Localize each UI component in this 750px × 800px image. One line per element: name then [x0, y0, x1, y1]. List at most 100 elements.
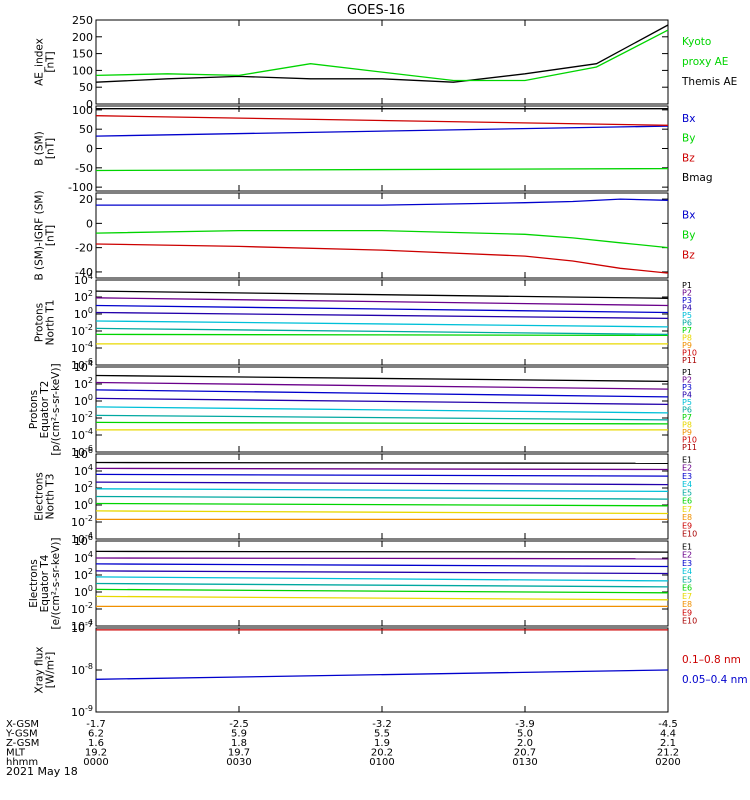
series-line [95, 550, 669, 553]
y-tick-label: 104 [74, 359, 93, 374]
y-tick-label: 20 [79, 193, 93, 206]
panel-2: -100 -50 0 50 100 B (SM) [nT] Bx By Bz Bmag [34, 104, 713, 194]
panel-3: -40 -20 0 20 B (SM)-IGRF (SM) [nT] Bx By Bz [34, 190, 696, 280]
y-tick-label: 50 [79, 123, 93, 136]
legend-item: P2 [682, 375, 692, 384]
series-line [95, 502, 669, 507]
y-tick-label: 10-4 [71, 340, 93, 355]
series-line [95, 495, 669, 500]
y-tick-label: 102 [74, 567, 93, 582]
series-line [95, 125, 669, 137]
y-tick-label: -20 [75, 242, 93, 255]
y-axis-label: [W/m²] [45, 652, 57, 689]
y-tick-label: 100 [72, 64, 93, 77]
series-line [95, 570, 669, 575]
y-tick-label: 106 [74, 446, 93, 461]
y-tick-label: 100 [74, 497, 93, 512]
y-axis-label: [nT] [45, 51, 57, 72]
legend-item: P10 [682, 436, 697, 445]
legend-item: P7 [682, 413, 692, 422]
legend-item: Bx [682, 113, 695, 125]
legend-item: P2 [682, 288, 692, 297]
legend-item: Bz [682, 250, 695, 262]
series-line [95, 29, 669, 82]
y-tick-label: 102 [74, 376, 93, 391]
ephemeris-value: 0030 [226, 757, 251, 768]
legend-item: E2 [682, 551, 692, 560]
ephemeris-value: 19.2 [85, 748, 107, 759]
legend-item: Bz [682, 152, 695, 164]
y-tick-label: 10-2 [71, 323, 93, 338]
legend-item: E6 [682, 497, 692, 506]
series-line [95, 563, 669, 568]
legend-item: Bmag [682, 172, 713, 184]
y-tick-label: 10-4 [71, 427, 93, 442]
y-tick-label: 50 [79, 81, 93, 94]
legend-item: 0.05–0.4 nm [682, 674, 748, 686]
y-tick-label: 102 [74, 480, 93, 495]
series-line [95, 327, 669, 336]
legend-item: P7 [682, 326, 692, 335]
legend-item: P1 [682, 368, 692, 377]
legend-item: P11 [682, 356, 697, 365]
panel-frame [95, 19, 669, 105]
y-axis-label: B (SM)-IGRF (SM) [34, 190, 46, 280]
ephemeris-value: 21.2 [657, 748, 679, 759]
series-line [95, 115, 669, 126]
y-tick-label: 100 [74, 393, 93, 408]
ephemeris-value: 0000 [83, 757, 108, 768]
series-line [95, 389, 669, 398]
y-tick-label: 100 [74, 306, 93, 321]
y-tick-label: 102 [74, 289, 93, 304]
y-axis-label: Xray flux [34, 647, 46, 694]
y-axis-label: B (SM) [34, 131, 46, 165]
legend-item: E5 [682, 575, 692, 584]
legend-item: By [682, 133, 695, 145]
legend-item: E7 [682, 592, 692, 601]
series-line [95, 304, 669, 314]
panel-1: 0 50 100 150 200 250 AE_index [nT] Kyoto proxy AE… [34, 14, 738, 111]
y-axis-label: Equator T2 [39, 381, 51, 439]
y-tick-label: 10-9 [71, 704, 93, 719]
legend-item: E10 [682, 617, 697, 626]
legend-item: P3 [682, 296, 692, 305]
ephemeris-value: 20.7 [514, 748, 536, 759]
panel-8: 10-7 10-8 10-9 Xray flux [W/m²] 0.1–0.8 nm 0.0… [34, 620, 748, 719]
ephemeris-value: 19.7 [228, 748, 250, 759]
legend-item: E4 [682, 480, 692, 489]
legend-item: E8 [682, 513, 692, 522]
ephemeris-value: -3.9 [515, 719, 535, 730]
y-tick-label: 0 [86, 98, 93, 111]
series-line [95, 481, 669, 486]
legend-item: Bx [682, 210, 695, 222]
y-axis-label: Electrons [28, 559, 40, 608]
y-tick-label: 10-2 [71, 410, 93, 425]
y-axis-label: [nT] [45, 138, 57, 159]
series-line [95, 397, 669, 406]
plot-title: GOES-16 [347, 3, 405, 18]
series-line [95, 229, 669, 249]
legend-item: P10 [682, 349, 697, 358]
legend-item: P4 [682, 303, 692, 312]
y-tick-label: 104 [74, 550, 93, 565]
series-line [95, 510, 669, 515]
y-tick-label: 100 [74, 584, 93, 599]
legend-item: P8 [682, 421, 692, 430]
y-tick-label: -100 [68, 181, 93, 194]
legend-item: E4 [682, 567, 692, 576]
series-line [95, 333, 669, 337]
ephemeris-value: 2.1 [660, 738, 676, 749]
ephemeris-value: 0130 [512, 757, 537, 768]
y-tick-label: 10-2 [71, 601, 93, 616]
legend-item: Kyoto [682, 36, 711, 48]
ephemeris-value: -1.7 [86, 719, 106, 730]
series-line [95, 557, 669, 560]
legend-item: P9 [682, 341, 692, 350]
series-line [95, 381, 669, 390]
y-tick-label: 104 [74, 463, 93, 478]
legend-item: P6 [682, 406, 692, 415]
